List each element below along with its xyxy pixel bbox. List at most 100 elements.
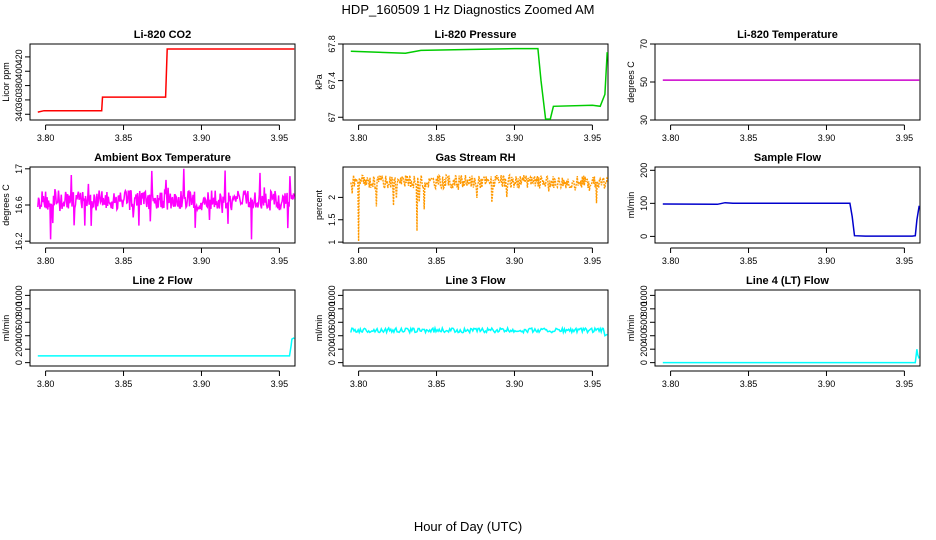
panel-title: Sample Flow xyxy=(754,152,822,164)
y-tick-label: 340 xyxy=(14,107,24,122)
plot-frame xyxy=(342,289,609,367)
y-tick-label: 67 xyxy=(327,112,337,122)
y-tick-label: 200 xyxy=(639,342,649,357)
y-tick-label: 17 xyxy=(14,164,24,174)
y-tick-label: 16.2 xyxy=(14,232,24,250)
panel-4: Ambient Box Temperature degrees C 3.80 3.85… xyxy=(1,152,296,266)
x-tick-label: 3.95 xyxy=(584,133,602,143)
panel-7: Line 2 Flow ml/min 3.80 3.85 3.90 3.95 0 200400… xyxy=(1,275,296,389)
x-tick-label: 3.95 xyxy=(584,379,602,389)
x-tick-label: 3.95 xyxy=(271,133,289,143)
panel-title: Li-820 Temperature xyxy=(737,29,838,41)
y-tick-label: 1 xyxy=(327,240,337,245)
x-tick-label: 3.85 xyxy=(740,379,758,389)
series-line xyxy=(350,173,608,242)
x-tick-label: 3.85 xyxy=(115,133,133,143)
y-tick-label: 0 xyxy=(327,360,337,365)
x-tick-label: 3.90 xyxy=(506,133,524,143)
y-tick-label: 1000 xyxy=(327,285,337,305)
y-tick-label: 1000 xyxy=(14,285,24,305)
x-tick-label: 3.95 xyxy=(271,379,289,389)
y-tick-label: 420 xyxy=(14,49,24,64)
panel-title: Ambient Box Temperature xyxy=(94,152,231,164)
panel-9: Line 4 (LT) Flow ml/min 3.80 3.85 3.90 3.95 0 2… xyxy=(626,275,921,389)
x-tick-label: 3.90 xyxy=(506,256,524,266)
x-tick-label: 3.95 xyxy=(584,256,602,266)
y-tick-label: 50 xyxy=(639,77,649,87)
x-tick-label: 3.90 xyxy=(818,256,836,266)
x-tick-label: 3.85 xyxy=(428,379,446,389)
panel-5: Gas Stream RH percent 3.80 3.85 3.90 3.95 1 1.5… xyxy=(314,152,609,266)
plot-frame xyxy=(654,166,921,244)
x-tick-label: 3.85 xyxy=(428,256,446,266)
y-axis-label: degrees C xyxy=(626,61,636,103)
panel-title: Line 2 Flow xyxy=(133,275,193,287)
plot-frame xyxy=(654,43,921,121)
y-tick-label: 70 xyxy=(639,39,649,49)
y-axis-label: ml/min xyxy=(626,192,636,219)
y-tick-label: 16.6 xyxy=(14,196,24,214)
x-tick-label: 3.95 xyxy=(896,379,914,389)
y-tick-label: 30 xyxy=(639,115,649,125)
y-tick-label: 800 xyxy=(14,301,24,316)
y-tick-label: 400 xyxy=(14,328,24,343)
x-tick-label: 3.80 xyxy=(37,379,55,389)
x-tick-label: 3.85 xyxy=(115,256,133,266)
y-tick-label: 800 xyxy=(327,301,337,316)
series-line xyxy=(37,168,295,240)
panel-title: Line 3 Flow xyxy=(446,275,506,287)
x-tick-label: 3.90 xyxy=(506,379,524,389)
y-axis-label: degrees C xyxy=(1,184,11,226)
x-tick-label: 3.85 xyxy=(115,379,133,389)
plot-frame xyxy=(654,289,921,367)
x-tick-label: 3.90 xyxy=(193,256,211,266)
x-tick-label: 3.90 xyxy=(193,133,211,143)
series-line xyxy=(37,337,295,357)
y-tick-label: 400 xyxy=(639,328,649,343)
panel-8: Line 3 Flow ml/min 3.80 3.85 3.90 3.95 0 200400… xyxy=(314,275,609,389)
x-tick-label: 3.90 xyxy=(193,379,211,389)
x-tick-label: 3.95 xyxy=(896,133,914,143)
x-tick-label: 3.80 xyxy=(662,133,680,143)
series-line xyxy=(662,349,920,364)
plot-frame xyxy=(29,43,296,121)
x-tick-label: 3.80 xyxy=(662,379,680,389)
y-tick-label: 400 xyxy=(327,328,337,343)
plot-frame xyxy=(342,43,609,121)
series-line xyxy=(37,48,295,113)
y-tick-label: 200 xyxy=(327,342,337,357)
y-tick-label: 0 xyxy=(14,360,24,365)
x-tick-label: 3.80 xyxy=(350,379,368,389)
x-tick-label: 3.85 xyxy=(428,133,446,143)
y-tick-label: 0 xyxy=(639,234,649,239)
y-axis-label: Licor ppm xyxy=(1,62,11,102)
plot-frame xyxy=(29,289,296,367)
panel-title: Gas Stream RH xyxy=(435,152,515,164)
panel-2: Li-820 Pressure kPa 3.80 3.85 3.90 3.95 67 67.4… xyxy=(314,29,609,143)
y-axis-label: percent xyxy=(314,189,324,220)
panel-title: Li-820 CO2 xyxy=(134,29,191,41)
y-tick-label: 400 xyxy=(14,64,24,79)
y-tick-label: 600 xyxy=(639,315,649,330)
y-tick-label: 2 xyxy=(327,195,337,200)
panel-title: Li-820 Pressure xyxy=(435,29,517,41)
y-tick-label: 1.5 xyxy=(327,213,337,226)
x-tick-label: 3.80 xyxy=(350,133,368,143)
y-tick-label: 600 xyxy=(327,315,337,330)
x-tick-label: 3.80 xyxy=(350,256,368,266)
x-tick-label: 3.80 xyxy=(662,256,680,266)
series-line xyxy=(350,325,608,337)
y-tick-label: 200 xyxy=(14,342,24,357)
y-tick-label: 1000 xyxy=(639,285,649,305)
x-tick-label: 3.95 xyxy=(271,256,289,266)
y-tick-label: 100 xyxy=(639,196,649,211)
x-tick-label: 3.90 xyxy=(818,379,836,389)
y-axis-label: ml/min xyxy=(626,315,636,342)
x-tick-label: 3.85 xyxy=(740,256,758,266)
x-tick-label: 3.90 xyxy=(818,133,836,143)
y-tick-label: 380 xyxy=(14,78,24,93)
panel-6: Sample Flow ml/min 3.80 3.85 3.90 3.95 0 100 200 xyxy=(626,152,921,266)
x-tick-label: 3.80 xyxy=(37,256,55,266)
y-tick-label: 0 xyxy=(639,360,649,365)
